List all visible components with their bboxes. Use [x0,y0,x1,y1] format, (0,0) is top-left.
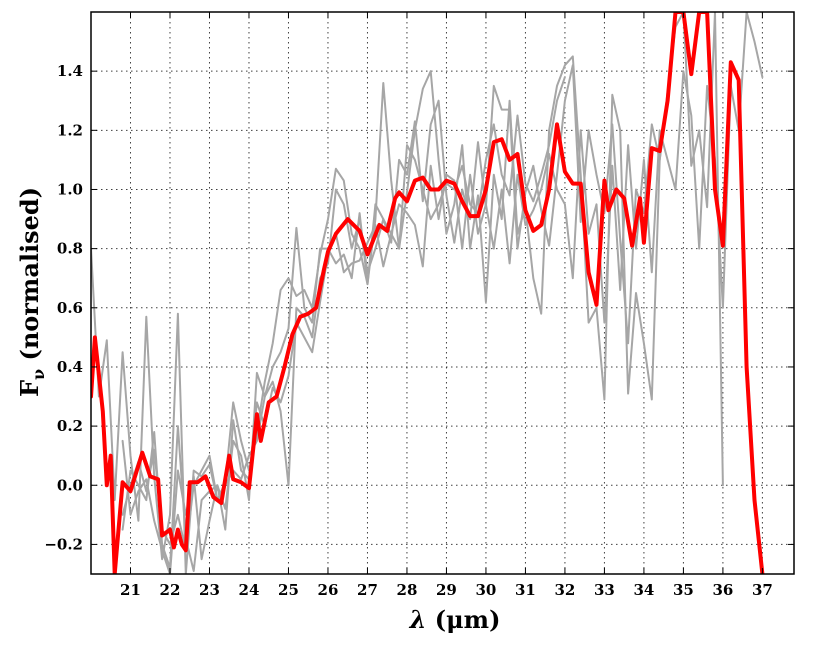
individual-spectrum-line-3 [121,76,566,552]
x-axis-symbol: λ [409,605,427,634]
series-layer [91,12,765,574]
x-axis-title: λ (μm) [409,605,501,634]
x-tick-label: 32 [554,581,575,599]
mean-spectrum-line [91,12,765,574]
individual-spectrum-line-1 [121,12,685,572]
x-tick-label: 29 [436,581,457,599]
y-tick-label: 0.2 [57,417,83,435]
individual-spectrum-line-2 [121,12,764,574]
y-axis-rest: (normalised) [15,187,44,369]
x-tick-label: 27 [357,581,378,599]
plot-frame [90,11,795,575]
individual-spectrum-line-0 [91,12,724,574]
x-tick-label: 37 [752,581,773,599]
x-tick-label: 36 [712,581,733,599]
y-tick-label: 0.0 [57,476,83,494]
x-tick-label: 21 [120,581,141,599]
y-tick-label: 1.4 [57,62,83,80]
y-tick-label: −0.2 [44,535,83,553]
x-tick-label: 26 [318,581,339,599]
x-tick-label: 31 [515,581,536,599]
x-tick-labels: 21 22 23 24 25 26 27 28 29 30 31 32 33 34 35 36 37 [120,581,773,599]
y-axis-subscript: ν [29,369,48,380]
y-axis-main: F [15,380,44,397]
x-tick-label: 33 [594,581,615,599]
y-axis-title: Fν (normalised) [15,187,48,397]
y-tick-label: 0.6 [57,299,83,317]
x-tick-label: 24 [239,581,260,599]
tick-marks [91,12,794,574]
x-tick-label: 25 [278,581,299,599]
x-tick-label: 22 [160,581,181,599]
y-tick-label: 0.4 [57,358,83,376]
x-tick-label: 28 [397,581,418,599]
x-tick-label: 30 [476,581,497,599]
y-tick-label: 1.0 [57,180,83,198]
y-tick-label: 0.8 [57,240,83,258]
x-tick-label: 35 [673,581,694,599]
x-tick-label: 34 [633,581,654,599]
y-tick-label: 1.2 [57,121,83,139]
y-tick-labels: −0.2 0.0 0.2 0.4 0.6 0.8 1.0 1.2 1.4 [44,62,83,553]
x-tick-label: 23 [199,581,220,599]
x-axis-unit: (μm) [435,605,501,634]
